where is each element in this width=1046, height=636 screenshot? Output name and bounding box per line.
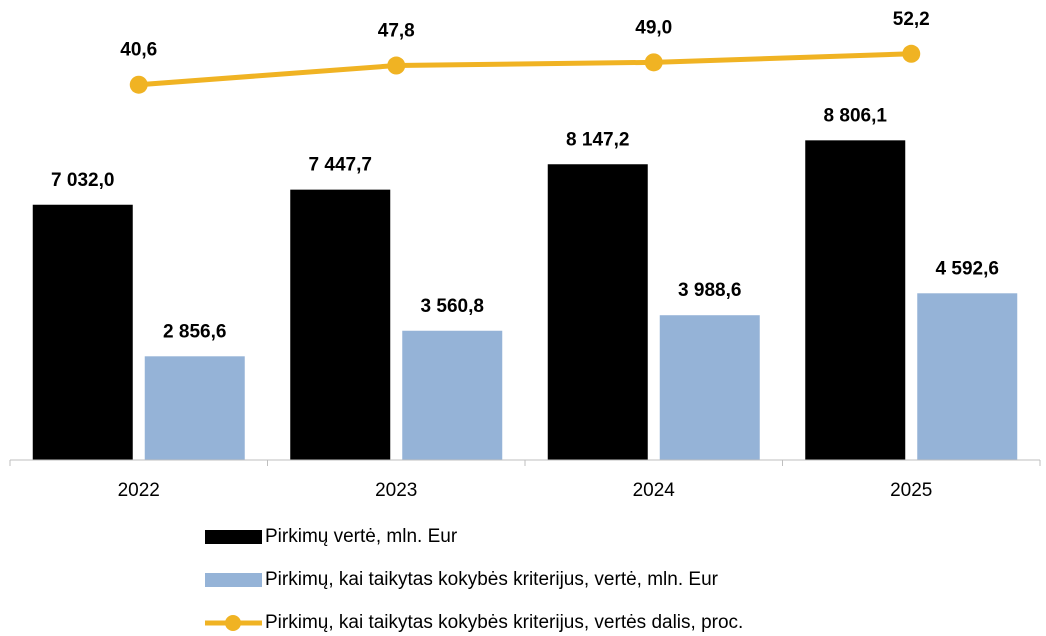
data-label: 3 988,6: [678, 280, 741, 301]
data-label: 4 592,6: [936, 258, 999, 279]
line-marker: [644, 53, 663, 72]
x-tick-label: 2023: [375, 480, 417, 501]
x-tick-label: 2024: [633, 480, 676, 501]
legend-label: Pirkimų, kai taikytas kokybės kriterijus…: [265, 569, 719, 590]
bar: [547, 164, 648, 460]
data-label: 3 560,8: [421, 296, 484, 317]
data-label: 8 806,1: [824, 105, 888, 126]
bar: [659, 315, 760, 460]
data-label: 2 856,6: [163, 321, 226, 342]
legend-label: Pirkimų vertė, mln. Eur: [265, 526, 458, 547]
legend-swatch: [205, 530, 262, 544]
legend-label: Pirkimų, kai taikytas kokybės kriterijus…: [265, 612, 743, 633]
bar: [144, 356, 245, 460]
data-label: 8 147,2: [566, 129, 629, 150]
x-tick-label: 2025: [890, 480, 932, 501]
bar: [917, 293, 1018, 460]
data-label: 7 447,7: [309, 155, 372, 176]
data-label: 7 032,0: [51, 170, 114, 191]
data-label: 49,0: [635, 17, 672, 38]
legend-swatch: [225, 615, 241, 631]
line-marker: [387, 56, 406, 75]
line: [138, 51, 912, 88]
data-label: 47,8: [378, 21, 415, 42]
data-label: 40,6: [120, 40, 157, 61]
bar: [402, 330, 503, 460]
data-label: 52,2: [893, 9, 930, 30]
bar: [805, 140, 906, 461]
line-marker: [129, 75, 148, 94]
bar: [32, 204, 133, 460]
line-marker: [902, 44, 921, 63]
legend-swatch: [205, 573, 262, 587]
x-tick-label: 2022: [118, 480, 160, 501]
bar: [290, 189, 391, 460]
